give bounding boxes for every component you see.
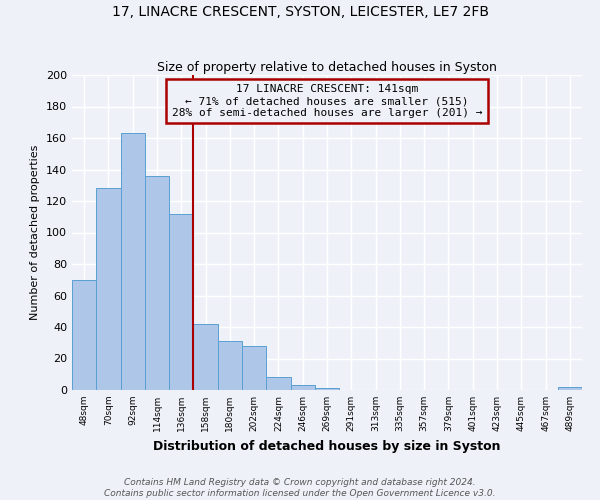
Bar xyxy=(242,346,266,390)
Bar xyxy=(266,378,290,390)
Text: 17 LINACRE CRESCENT: 141sqm
← 71% of detached houses are smaller (515)
28% of se: 17 LINACRE CRESCENT: 141sqm ← 71% of det… xyxy=(172,84,482,117)
X-axis label: Distribution of detached houses by size in Syston: Distribution of detached houses by size … xyxy=(153,440,501,452)
Bar xyxy=(558,387,582,390)
Bar xyxy=(315,388,339,390)
Bar xyxy=(121,134,145,390)
Bar xyxy=(145,176,169,390)
Bar xyxy=(72,280,96,390)
Title: Size of property relative to detached houses in Syston: Size of property relative to detached ho… xyxy=(157,61,497,74)
Bar xyxy=(96,188,121,390)
Text: 17, LINACRE CRESCENT, SYSTON, LEICESTER, LE7 2FB: 17, LINACRE CRESCENT, SYSTON, LEICESTER,… xyxy=(112,5,488,19)
Bar xyxy=(169,214,193,390)
Bar xyxy=(218,341,242,390)
Text: Contains HM Land Registry data © Crown copyright and database right 2024.
Contai: Contains HM Land Registry data © Crown c… xyxy=(104,478,496,498)
Y-axis label: Number of detached properties: Number of detached properties xyxy=(31,145,40,320)
Bar xyxy=(290,386,315,390)
Bar xyxy=(193,324,218,390)
